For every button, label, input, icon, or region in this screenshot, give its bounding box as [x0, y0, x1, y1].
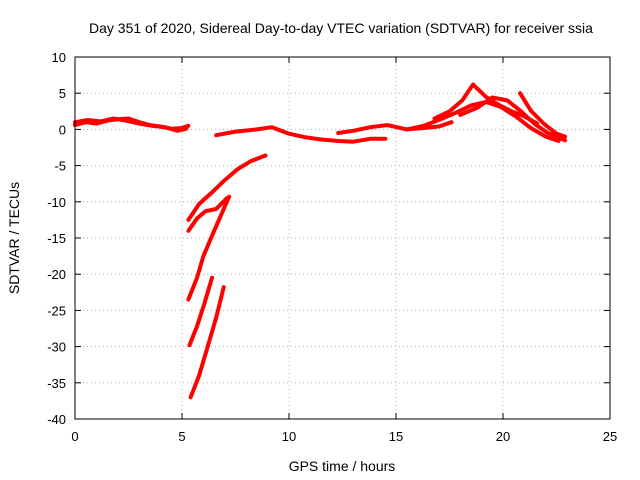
- x-tick-label: 20: [496, 429, 510, 444]
- chart-title: Day 351 of 2020, Sidereal Day-to-day VTE…: [89, 20, 593, 36]
- grid-lines: [75, 57, 610, 419]
- x-tick-label: 5: [178, 429, 185, 444]
- y-tick-label: -5: [54, 159, 66, 174]
- axis-ticks: 0 5 10 15 20 25 10 5 0 -5 -10 -15 -20 -25 -30 -35 -40: [47, 50, 617, 444]
- series-arc-4: [336, 120, 454, 135]
- y-tick-label: -25: [47, 303, 66, 318]
- x-axis-label: GPS time / hours: [289, 458, 396, 474]
- series-arc-11: [186, 194, 232, 302]
- series-arc-7: [458, 95, 568, 143]
- x-tick-label: 0: [71, 429, 78, 444]
- y-tick-label: 0: [59, 122, 66, 137]
- y-tick-label: 5: [59, 86, 66, 101]
- series-arc-3: [214, 125, 388, 144]
- series-arc-6: [432, 82, 540, 126]
- x-tick-label: 10: [282, 429, 296, 444]
- y-tick-label: -10: [47, 195, 66, 210]
- y-tick-label: -40: [47, 412, 66, 427]
- x-tick-label: 15: [389, 429, 403, 444]
- data-series-group: [73, 82, 568, 400]
- y-axis-label: SDTVAR / TECUs: [6, 182, 22, 294]
- series-arc-13: [188, 285, 226, 400]
- y-tick-label: -15: [47, 231, 66, 246]
- series-arc-10: [186, 196, 229, 233]
- x-tick-label: 25: [603, 429, 617, 444]
- series-arc-12: [187, 275, 214, 348]
- y-tick-label: -35: [47, 376, 66, 391]
- series-arc-8: [518, 91, 568, 139]
- series-arc-9: [186, 153, 268, 222]
- y-tick-label: 10: [52, 50, 66, 65]
- series-arc-2: [73, 116, 189, 133]
- y-tick-label: -30: [47, 340, 66, 355]
- y-tick-label: -20: [47, 267, 66, 282]
